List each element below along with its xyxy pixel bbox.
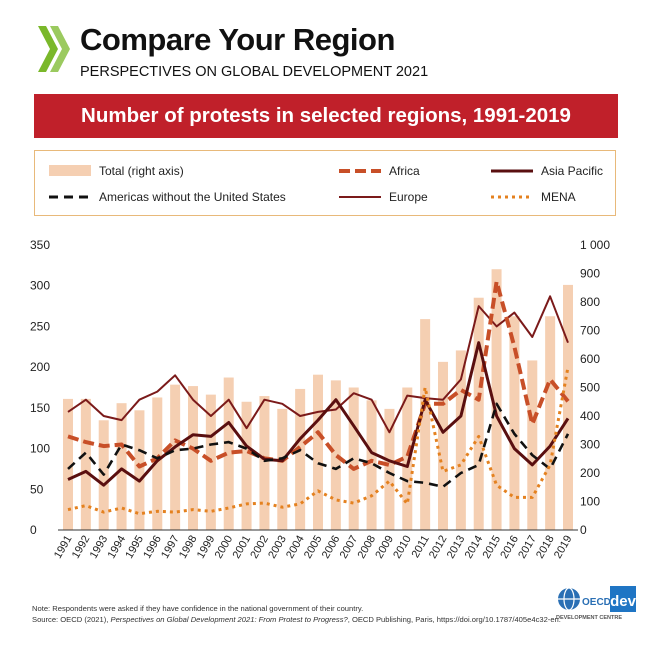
oecd-development-centre-logo: OECD dev DEVELOPMENT CENTRE [556, 586, 636, 621]
bar-total-2018 [545, 316, 556, 530]
source-prefix: Source: OECD (2021), [32, 615, 111, 624]
right-tick-label: 500 [580, 381, 600, 395]
bar-total-2017 [527, 360, 538, 530]
left-tick-label: 200 [30, 360, 50, 374]
bar-total-1991 [63, 398, 73, 530]
bar-total-2016 [509, 316, 520, 530]
left-tick-label: 300 [30, 279, 50, 293]
right-tick-label: 1 000 [580, 238, 610, 252]
left-tick-label: 50 [30, 482, 44, 496]
right-tick-label: 400 [580, 409, 600, 423]
bar-total-2014 [473, 297, 484, 530]
chevron-logo-icon [38, 26, 70, 72]
legend-label-mena: MENA [541, 190, 576, 204]
right-tick-label: 0 [580, 523, 587, 537]
legend-label-africa: Africa [389, 164, 420, 178]
footer-source: Source: OECD (2021), Perspectives on Glo… [32, 615, 561, 624]
bar-total-2003 [277, 408, 288, 530]
right-tick-label: 600 [580, 352, 600, 366]
left-tick-label: 250 [30, 319, 50, 333]
series-line-americas-without-the-united-states [67, 402, 570, 489]
bar-total-2005 [313, 374, 323, 530]
bar-total-2001 [241, 401, 252, 530]
protest-chart: 0 50 100 150 200 250 300 350 0 100 200 300 400 500 600… [30, 238, 610, 561]
bar-total-1992 [80, 398, 91, 530]
bar-total-2012 [438, 361, 448, 530]
right-tick-label: 700 [580, 324, 600, 338]
bar-total-2004 [295, 388, 306, 530]
series-line-asia-pacific [67, 341, 570, 487]
source-title: Perspectives on Global Development 2021:… [110, 615, 348, 624]
bar-total-2009 [384, 408, 395, 530]
series-line-africa [67, 279, 570, 471]
bar-total-2007 [348, 387, 359, 530]
oecd-brand: OECD [582, 597, 611, 608]
right-tick-label: 100 [580, 495, 600, 509]
x-tick-label-2019: 2019 [552, 534, 575, 561]
bar-total-2006 [330, 380, 341, 530]
right-tick-label: 800 [580, 295, 600, 309]
bar-total-2015 [491, 269, 502, 530]
legend-swatch-total [49, 165, 91, 176]
bar-total-2000 [223, 377, 234, 530]
legend-label-americas: Americas without the United States [99, 190, 286, 204]
source-suffix: , OECD Publishing, Paris, https://doi.or… [347, 615, 561, 624]
chart-title-banner: Number of protests in selected regions, … [34, 94, 618, 138]
legend-label-total: Total (right axis) [99, 164, 184, 178]
bar-total-1996 [152, 397, 163, 530]
bar-total-2008 [366, 400, 377, 530]
oecd-unit: DEVELOPMENT CENTRE [556, 615, 622, 621]
left-tick-label: 100 [30, 442, 50, 456]
right-tick-label: 900 [580, 267, 600, 281]
bar-total-1994 [116, 403, 127, 530]
series-line-mena [67, 366, 570, 516]
bar-total-2002 [259, 396, 270, 530]
oecd-dev-mark: dev [610, 593, 636, 610]
footer-note: Note: Respondents were asked if they hav… [32, 604, 364, 613]
left-tick-label: 0 [30, 523, 37, 537]
header-title: Compare Your Region [80, 22, 395, 57]
bar-total-2010 [402, 387, 413, 530]
chart-title: Number of protests in selected regions, … [81, 104, 571, 127]
bar-total-1995 [134, 410, 145, 530]
right-tick-label: 300 [580, 438, 600, 452]
header-subtitle: PERSPECTIVES ON GLOBAL DEVELOPMENT 2021 [80, 64, 429, 80]
series-line-europe [67, 295, 569, 434]
bar-total-2019 [563, 284, 573, 530]
left-tick-label: 350 [30, 238, 50, 252]
bar-total-2011 [420, 319, 431, 530]
right-tick-label: 200 [580, 466, 600, 480]
legend-label-europe: Europe [389, 190, 428, 204]
bar-total-2013 [455, 350, 466, 530]
left-tick-label: 150 [30, 401, 50, 415]
bar-total-1998 [188, 386, 198, 530]
x-tick-label-2010: 2010 [391, 534, 414, 561]
legend-label-asia: Asia Pacific [541, 164, 604, 178]
bar-total-1997 [170, 384, 181, 530]
legend: Total (right axis) Africa Asia Pacific A… [34, 150, 616, 216]
